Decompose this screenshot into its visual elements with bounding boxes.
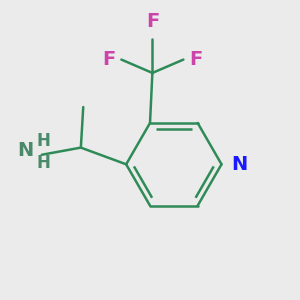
Text: N: N [231, 155, 247, 174]
Text: N: N [17, 142, 33, 160]
Text: F: F [146, 13, 159, 32]
Text: F: F [102, 50, 116, 69]
Text: F: F [189, 50, 202, 69]
Text: H: H [37, 132, 51, 150]
Text: H: H [37, 154, 51, 172]
